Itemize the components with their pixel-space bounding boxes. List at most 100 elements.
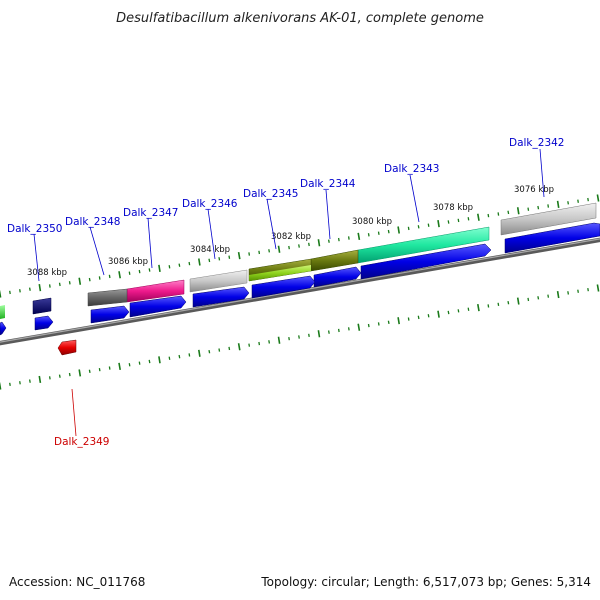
- inner-minor-tick: [138, 361, 141, 365]
- outer-major-tick: [477, 213, 480, 221]
- outer-major-tick: [118, 271, 121, 279]
- inner-minor-tick: [88, 369, 91, 374]
- inner-minor-tick: [218, 348, 221, 352]
- outer-major-tick: [397, 226, 400, 234]
- gene-labels: Dalk_2342 Dalk_2343 Dalk_2344 Dalk_2345 …: [7, 137, 565, 448]
- inner-minor-tick: [258, 341, 261, 346]
- inner-major-tick: [596, 284, 600, 292]
- inner-minor-tick: [228, 346, 231, 351]
- feature-bar-dalk-2348: [87, 288, 128, 307]
- outer-minor-tick: [128, 271, 131, 275]
- leader-dalk-2346: [207, 208, 216, 260]
- gene-arrow-dalk-2350: [34, 315, 54, 331]
- gene-arrow-dalk-2342: [504, 222, 600, 254]
- inner-minor-tick: [128, 363, 131, 367]
- inner-minor-tick: [98, 367, 101, 372]
- feature-bar-edge: [0, 305, 5, 319]
- inner-minor-tick: [48, 376, 51, 380]
- inner-minor-tick: [337, 328, 340, 333]
- kbp-labels: 3076 kbp 3078 kbp 3080 kbp 3082 kbp 3084…: [27, 185, 554, 278]
- inner-minor-tick: [308, 333, 310, 338]
- kbp-label-3086: 3086 kbp: [108, 257, 148, 267]
- outer-minor-tick: [19, 289, 21, 293]
- inner-major-tick: [0, 382, 2, 390]
- inner-minor-tick: [9, 382, 11, 387]
- inner-major-tick: [397, 317, 400, 325]
- inner-minor-tick: [168, 356, 171, 360]
- inner-minor-tick: [527, 297, 530, 302]
- outer-major-tick: [317, 239, 321, 247]
- inner-minor-tick: [587, 287, 589, 292]
- inner-minor-tick: [387, 320, 390, 325]
- kbp-label-3078: 3078 kbp: [433, 203, 473, 213]
- leader-dalk-2342: [539, 148, 545, 198]
- inner-major-tick: [516, 297, 520, 305]
- inner-minor-tick: [347, 327, 350, 331]
- gene-arrow-dalk-2343: [360, 243, 492, 280]
- inner-minor-tick: [427, 314, 430, 318]
- inner-minor-tick: [28, 379, 31, 383]
- inner-minor-tick: [188, 353, 191, 357]
- inner-minor-tick: [148, 359, 151, 364]
- outer-minor-tick: [168, 265, 171, 269]
- leader-dalk-2347: [147, 217, 153, 269]
- outer-minor-tick: [188, 261, 191, 266]
- inner-minor-tick: [288, 336, 290, 341]
- outer-minor-tick: [447, 220, 450, 224]
- genome-backbone: [0, 237, 600, 346]
- inner-major-tick: [237, 343, 241, 351]
- forward-gene-track: [0, 222, 600, 336]
- inner-major-tick: [477, 303, 480, 312]
- feature-track: [0, 202, 597, 319]
- gene-arrow-dalk-2345: [251, 275, 316, 299]
- gene-label-dalk-2349: Dalk_2349: [54, 436, 110, 448]
- inner-minor-tick: [457, 309, 460, 313]
- inner-minor-tick: [577, 289, 579, 293]
- inner-minor-tick: [417, 315, 420, 320]
- inner-major-tick: [437, 310, 440, 318]
- leader-dalk-2349: [71, 388, 77, 437]
- outer-major-tick: [437, 219, 440, 228]
- outer-minor-tick: [387, 229, 390, 234]
- kbp-tick-track-outer: [0, 194, 600, 298]
- inner-minor-tick: [268, 340, 271, 344]
- outer-minor-tick: [258, 250, 261, 255]
- outer-minor-tick: [218, 257, 221, 261]
- feature-bar-dalk-2345-light: [249, 265, 311, 281]
- outer-minor-tick: [58, 282, 61, 287]
- inner-major-tick: [118, 362, 121, 371]
- outer-minor-tick: [327, 239, 330, 243]
- outer-minor-tick: [138, 269, 141, 274]
- inner-major-tick: [198, 349, 201, 357]
- outer-minor-tick: [28, 287, 31, 291]
- inner-minor-tick: [487, 304, 490, 308]
- outer-major-tick: [357, 232, 361, 241]
- outer-minor-tick: [298, 244, 300, 248]
- outer-minor-tick: [178, 263, 181, 267]
- outer-minor-tick: [228, 255, 231, 259]
- outer-minor-tick: [337, 237, 340, 242]
- outer-minor-tick: [367, 233, 370, 237]
- outer-minor-tick: [377, 231, 380, 235]
- outer-minor-tick: [108, 274, 111, 279]
- outer-major-tick: [277, 245, 281, 253]
- outer-minor-tick: [567, 201, 570, 205]
- outer-minor-tick: [417, 225, 420, 229]
- feature-bar-dalk-2350: [32, 297, 52, 315]
- label-leader-lines: [33, 148, 545, 437]
- outer-minor-tick: [68, 281, 71, 285]
- outer-minor-tick: [497, 212, 500, 216]
- inner-minor-tick: [367, 323, 370, 328]
- gene-label-dalk-2348: Dalk_2348: [65, 216, 121, 228]
- inner-minor-tick: [567, 291, 570, 295]
- outer-minor-tick: [208, 258, 211, 263]
- inner-minor-tick: [248, 343, 251, 347]
- gene-label-dalk-2343: Dalk_2343: [384, 163, 440, 175]
- outer-minor-tick: [427, 223, 430, 227]
- inner-minor-tick: [58, 374, 61, 378]
- outer-minor-tick: [587, 197, 589, 202]
- gene-arrow-dalk-2349: [57, 339, 77, 356]
- inner-major-tick: [277, 336, 281, 344]
- outer-minor-tick: [487, 213, 490, 218]
